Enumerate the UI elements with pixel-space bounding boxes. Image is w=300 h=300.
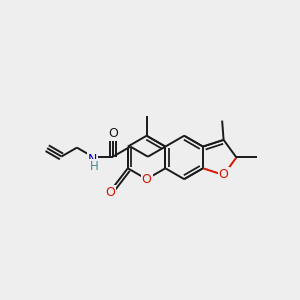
Text: N: N [88,153,98,166]
Text: O: O [108,127,118,140]
Text: O: O [105,186,115,200]
Text: O: O [142,172,152,186]
Text: H: H [89,160,98,173]
Text: O: O [219,169,229,182]
